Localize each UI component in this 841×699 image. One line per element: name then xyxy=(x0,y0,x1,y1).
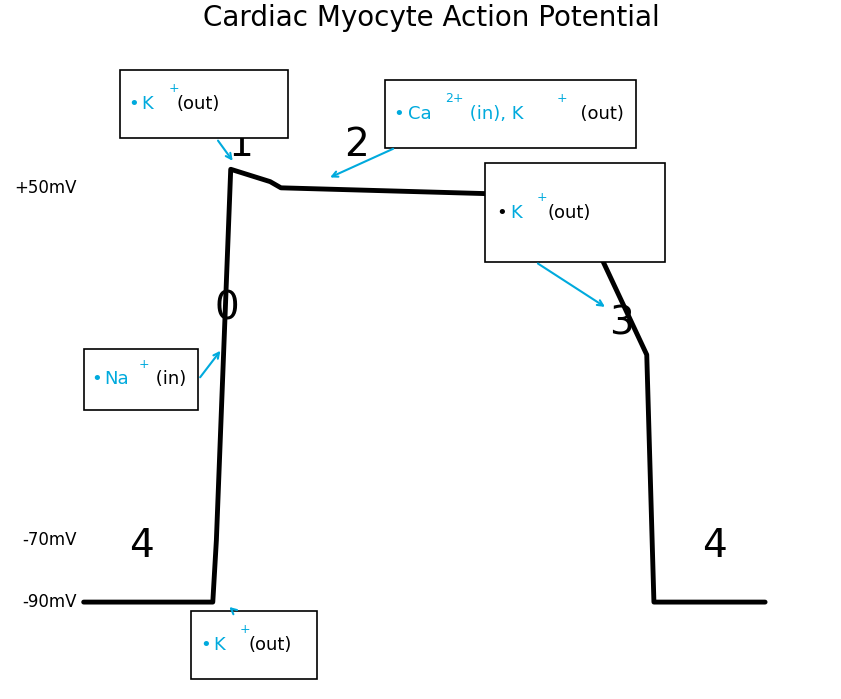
Text: 0: 0 xyxy=(214,289,240,327)
Bar xyxy=(191,612,317,679)
Text: 2: 2 xyxy=(344,126,368,164)
Text: (out): (out) xyxy=(177,95,220,113)
Text: (out): (out) xyxy=(569,105,624,122)
Text: Ca: Ca xyxy=(408,105,431,122)
Text: 3: 3 xyxy=(609,305,634,343)
Text: (in), K: (in), K xyxy=(464,105,523,122)
Text: (out): (out) xyxy=(547,203,591,222)
Text: (out): (out) xyxy=(249,636,292,654)
Text: 4: 4 xyxy=(702,528,727,565)
Title: Cardiac Myocyte Action Potential: Cardiac Myocyte Action Potential xyxy=(204,4,660,32)
Bar xyxy=(83,349,198,410)
Text: 4: 4 xyxy=(129,528,153,565)
Bar xyxy=(385,80,636,147)
Text: 2+: 2+ xyxy=(445,92,463,105)
Text: +: + xyxy=(168,82,179,95)
Text: +50mV: +50mV xyxy=(14,179,77,197)
Text: K: K xyxy=(510,203,522,222)
Text: K: K xyxy=(141,95,153,113)
Text: K: K xyxy=(213,636,225,654)
Text: -70mV: -70mV xyxy=(22,531,77,549)
Text: (in): (in) xyxy=(150,370,186,389)
Text: +: + xyxy=(138,358,149,370)
Bar xyxy=(485,163,664,262)
Text: -90mV: -90mV xyxy=(22,593,77,611)
Text: Na: Na xyxy=(103,370,129,389)
Text: •: • xyxy=(200,636,210,654)
Text: •: • xyxy=(394,105,405,122)
Text: +: + xyxy=(537,191,547,203)
Text: •: • xyxy=(91,370,102,389)
Text: +: + xyxy=(557,92,568,105)
Text: •: • xyxy=(496,203,507,222)
Text: 1: 1 xyxy=(229,126,254,164)
Bar xyxy=(119,71,288,138)
Text: •: • xyxy=(128,95,139,113)
Text: +: + xyxy=(240,624,250,636)
